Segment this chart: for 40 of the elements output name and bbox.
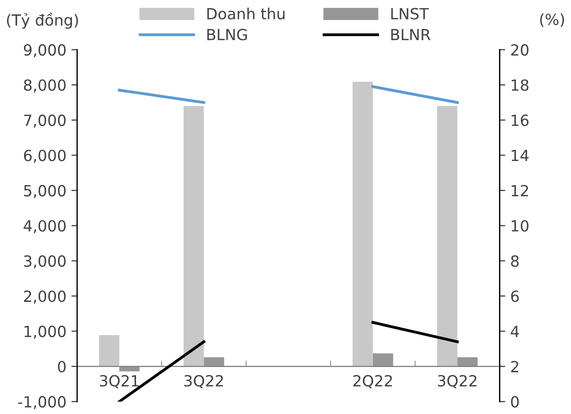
bar: [184, 106, 204, 366]
y-axis-title: (Tỷ đồng): [7, 12, 78, 29]
y2-tick-label: 8: [511, 255, 519, 267]
x-tick-label: 3Q21: [100, 374, 139, 388]
bar: [204, 357, 224, 366]
y2-tick-label: 2: [511, 360, 518, 372]
y-tick-label: 5,000: [24, 184, 66, 198]
y2-tick-label: 4: [510, 326, 519, 338]
legend-label: Doanh thu: [207, 8, 285, 20]
x-tick-label: 3Q22: [438, 374, 476, 388]
bar: [457, 357, 478, 366]
y2-axis-title: (%): [540, 13, 564, 27]
legend-label: LNST: [391, 8, 429, 20]
y-tick-label: 7,000: [24, 114, 66, 128]
y-tick-label: 3,000: [24, 255, 66, 268]
bar: [99, 335, 120, 366]
y2-tick-label: 14: [512, 150, 529, 162]
y-tick-label: 9,000: [24, 44, 66, 58]
y2-tick-label: 10: [512, 220, 528, 232]
legend-label: BLNG: [207, 28, 247, 40]
x-tick-label: 2Q22: [353, 374, 392, 388]
y2-tick-label: 16: [512, 114, 529, 126]
y-tick-label: -1,000: [18, 396, 66, 410]
y-tick-label: 2,000: [24, 290, 66, 304]
x-tick-label: 3Q22: [184, 374, 223, 388]
y2-tick-label: 18: [512, 79, 528, 91]
y2-tick-label: 6: [511, 290, 519, 302]
y2-tick-label: 20: [511, 44, 528, 56]
y-tick-label: 8,000: [24, 79, 66, 92]
legend-label: BLNR: [391, 29, 430, 40]
y2-tick-label: 12: [512, 184, 528, 196]
bar: [437, 106, 458, 366]
y-tick-label: 6,000: [24, 150, 66, 163]
y-tick-label: 4,000: [24, 220, 66, 234]
y2-tick-label: 0: [511, 396, 519, 408]
bar: [352, 82, 373, 366]
y-tick-label: 0: [58, 360, 66, 372]
y-tick-label: 1,000: [24, 326, 66, 339]
bar: [119, 366, 140, 372]
bar: [372, 353, 394, 366]
